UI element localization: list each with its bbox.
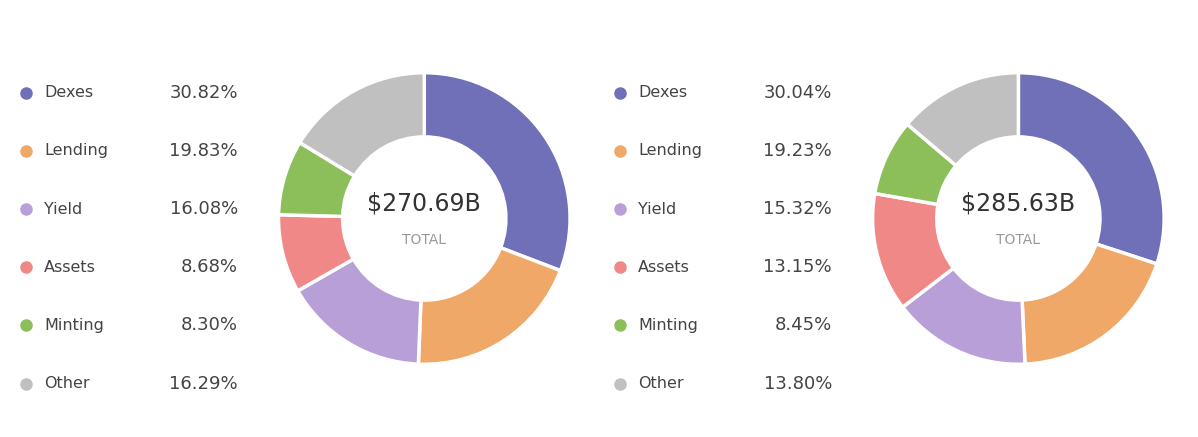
Text: $285.63B: $285.63B (961, 192, 1076, 216)
Wedge shape (1022, 244, 1157, 364)
Text: 8.45%: 8.45% (775, 316, 831, 334)
Wedge shape (1018, 73, 1164, 264)
Text: Dexes: Dexes (639, 85, 688, 100)
Text: Other: Other (44, 376, 90, 391)
Text: Lending: Lending (44, 143, 108, 158)
Wedge shape (418, 248, 561, 364)
Text: Lending: Lending (639, 143, 702, 158)
Wedge shape (424, 73, 570, 271)
Text: Minting: Minting (44, 318, 104, 333)
Text: Dexes: Dexes (44, 85, 93, 100)
Text: 30.04%: 30.04% (763, 83, 831, 102)
Wedge shape (902, 268, 1025, 364)
Text: Other: Other (639, 376, 684, 391)
Wedge shape (907, 73, 1018, 166)
Text: 30.82%: 30.82% (169, 83, 238, 102)
Text: 19.23%: 19.23% (763, 142, 831, 160)
Text: $270.69B: $270.69B (368, 192, 482, 216)
Wedge shape (278, 215, 353, 291)
Text: Yield: Yield (639, 201, 677, 217)
Text: Assets: Assets (639, 260, 690, 275)
Text: 19.83%: 19.83% (169, 142, 238, 160)
Wedge shape (298, 259, 420, 364)
Text: 13.80%: 13.80% (763, 375, 831, 393)
Text: 16.29%: 16.29% (169, 375, 238, 393)
Text: 15.32%: 15.32% (763, 200, 831, 218)
Text: TOTAL: TOTAL (403, 233, 447, 247)
Wedge shape (872, 194, 954, 307)
Wedge shape (875, 124, 956, 205)
Text: 8.68%: 8.68% (181, 258, 238, 276)
Text: 16.08%: 16.08% (170, 200, 238, 218)
Text: Minting: Minting (639, 318, 698, 333)
Text: 8.30%: 8.30% (181, 316, 238, 334)
Text: Yield: Yield (44, 201, 83, 217)
Wedge shape (300, 73, 424, 176)
Wedge shape (279, 142, 355, 216)
Text: TOTAL: TOTAL (997, 233, 1040, 247)
Text: Assets: Assets (44, 260, 96, 275)
Text: 13.15%: 13.15% (763, 258, 831, 276)
